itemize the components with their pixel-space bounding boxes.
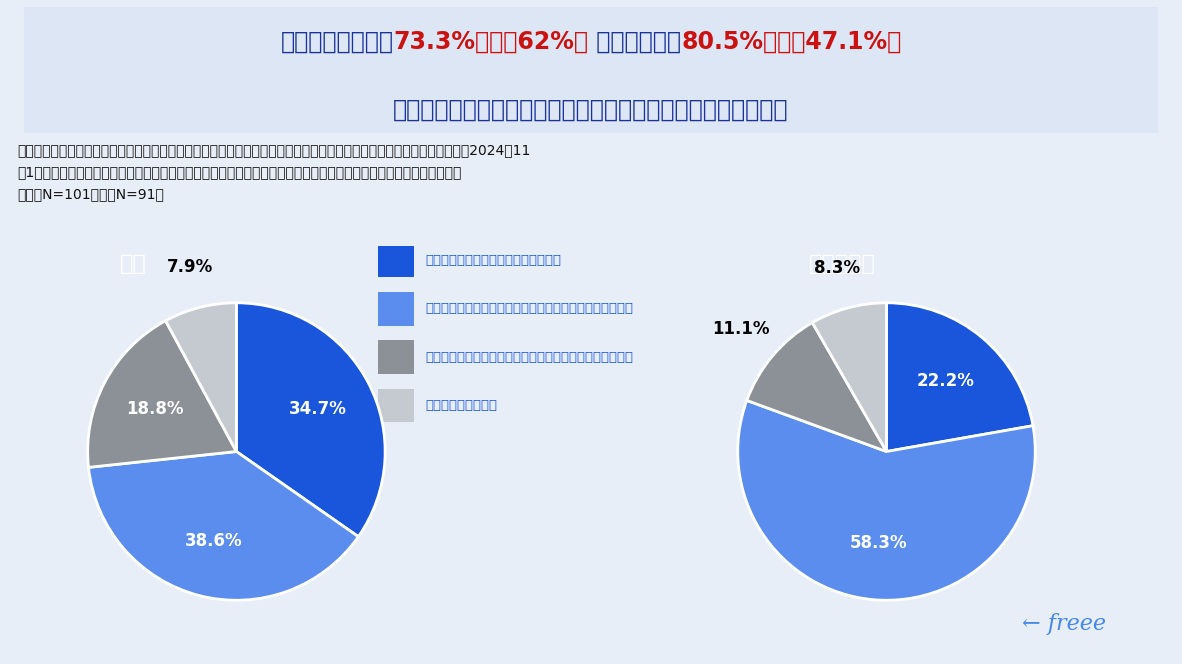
Text: 34.7%: 34.7% bbox=[290, 400, 348, 418]
Text: 58.3%: 58.3% bbox=[850, 535, 908, 552]
Text: 個人事業主: 個人事業主 bbox=[808, 254, 876, 274]
Text: 73.3%（前回62%）: 73.3%（前回62%） bbox=[394, 30, 589, 54]
Wedge shape bbox=[89, 452, 358, 600]
Wedge shape bbox=[738, 400, 1035, 600]
Text: 制度認知度は法人: 制度認知度は法人 bbox=[280, 30, 394, 54]
Text: 8.3%: 8.3% bbox=[814, 258, 860, 277]
Text: 制度内容を知っていて、理解している: 制度内容を知っていて、理解している bbox=[426, 254, 561, 267]
Text: 38.6%: 38.6% bbox=[184, 532, 242, 550]
Bar bbox=[378, 292, 414, 325]
Text: 7.9%: 7.9% bbox=[167, 258, 213, 276]
Wedge shape bbox=[747, 323, 886, 452]
Text: ← freee: ← freee bbox=[1021, 613, 1106, 635]
Text: 11.1%: 11.1% bbox=[712, 320, 769, 338]
Wedge shape bbox=[87, 321, 236, 467]
Wedge shape bbox=[236, 303, 385, 537]
Text: 制度開始に伴い、特に個人事業主側の制度理解と認知度が上昇: 制度開始に伴い、特に個人事業主側の制度理解と認知度が上昇 bbox=[394, 98, 788, 122]
Bar bbox=[378, 244, 414, 278]
Wedge shape bbox=[165, 303, 236, 452]
Text: で個人事業主: で個人事業主 bbox=[589, 30, 681, 54]
Wedge shape bbox=[886, 303, 1033, 452]
Text: 名称を聞いたことがある程度で、制度内容は全く知らない: 名称を聞いたことがある程度で、制度内容は全く知らない bbox=[426, 351, 634, 364]
Bar bbox=[378, 341, 414, 374]
Text: 名称は知っているが、制度内容はなんとなくしか知らない: 名称は知っているが、制度内容はなんとなくしか知らない bbox=[426, 302, 634, 315]
Wedge shape bbox=[812, 303, 886, 452]
Text: 「特定受託事業者に係る取引の適正化等に関する法律」（通称：フリーランス新法、または、フリーランス保護新法）が2024年11
月1日に施行されました。フリーランス: 「特定受託事業者に係る取引の適正化等に関する法律」（通称：フリーランス新法、また… bbox=[18, 143, 531, 201]
Text: 18.8%: 18.8% bbox=[126, 400, 183, 418]
Text: 80.5%（前回47.1%）: 80.5%（前回47.1%） bbox=[681, 30, 902, 54]
Text: 聞いたことすらない: 聞いたことすらない bbox=[426, 399, 498, 412]
Bar bbox=[378, 389, 414, 422]
Text: 22.2%: 22.2% bbox=[917, 372, 975, 390]
Text: 法人: 法人 bbox=[119, 254, 147, 274]
